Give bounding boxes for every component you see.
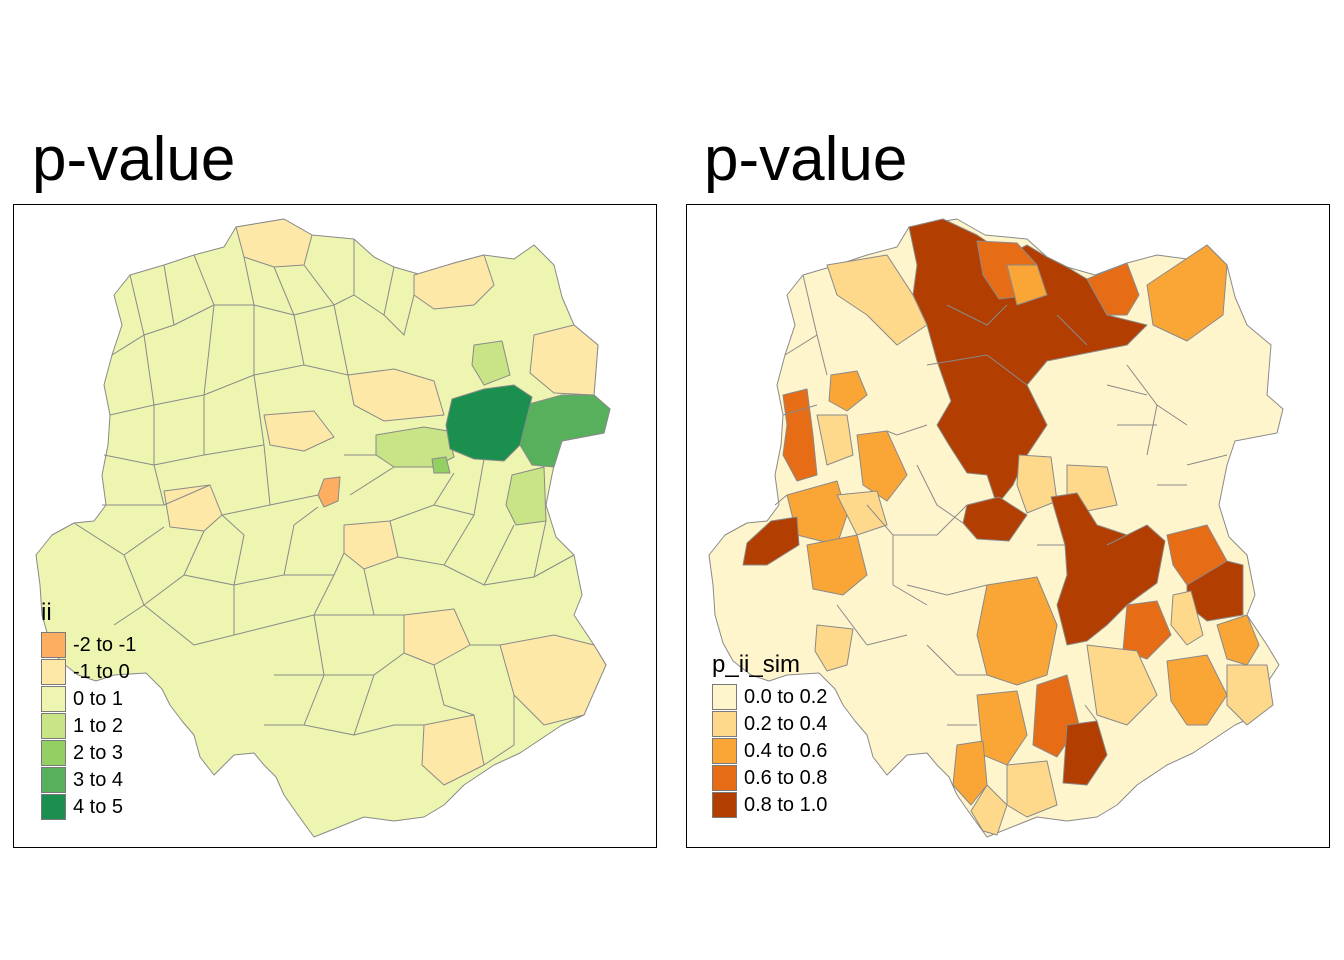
- right-map-title: p-value: [704, 125, 908, 194]
- legend-row: 2 to 3: [41, 739, 136, 766]
- district-borders: [774, 274, 1228, 726]
- region-south-cream: [403, 608, 471, 666]
- left-choropleth-map: [35, 218, 611, 838]
- region-south-mid: [976, 576, 1058, 686]
- left-map-frame: ii -2 to -1 -1 to 0 0 to 1 1 to 2 2 to 3…: [13, 204, 657, 848]
- legend-row: 0 to 1: [41, 685, 136, 712]
- region-southeast-mid: [1166, 654, 1228, 726]
- region-northeast-orange: [1086, 262, 1140, 316]
- left-legend: ii -2 to -1 -1 to 0 0 to 1 1 to 2 2 to 3…: [41, 599, 136, 820]
- region-north-pale: [826, 254, 928, 346]
- legend-swatch: [41, 658, 66, 685]
- legend-row: 0.2 to 0.4: [712, 710, 827, 737]
- legend-label: 0.4 to 0.6: [744, 739, 828, 762]
- region-hotspot-light-3: [505, 466, 547, 526]
- region-coldspot: [317, 476, 341, 508]
- right-legend-title: p_ii_sim: [712, 651, 801, 678]
- legend-swatch: [41, 739, 66, 766]
- left-legend-title: ii: [41, 599, 52, 626]
- region-east-pale: [1170, 590, 1204, 646]
- region-west-mid: [828, 370, 868, 412]
- legend-label: -2 to -1: [73, 633, 137, 656]
- legend-row: 3 to 4: [41, 766, 136, 793]
- legend-row: 0.6 to 0.8: [712, 764, 827, 791]
- region-southeast-cream: [499, 634, 607, 726]
- legend-swatch: [41, 766, 66, 793]
- legend-label: 0.8 to 1.0: [744, 793, 828, 816]
- region-hotspot-strong: [517, 394, 611, 468]
- region-far-west-dark: [742, 516, 800, 566]
- district-borders: [73, 239, 575, 766]
- region-west-pale: [816, 414, 854, 466]
- region-west-cream: [163, 484, 223, 532]
- region-southwest-pale: [836, 490, 888, 536]
- legend-label: -1 to 0: [73, 660, 130, 683]
- region-southwest-mid-2: [952, 740, 988, 806]
- province-outline: [35, 218, 611, 838]
- legend-row: 0.0 to 0.2: [712, 683, 827, 710]
- legend-label: 3 to 4: [73, 768, 124, 791]
- legend-label: 0.6 to 0.8: [744, 766, 828, 789]
- region-southwest-mid: [806, 534, 868, 596]
- region-hotspot-light-2: [471, 340, 511, 386]
- legend-swatch: [712, 737, 737, 764]
- region-hotspot-core: [445, 384, 533, 462]
- legend-swatch: [712, 683, 737, 710]
- legend-row: -1 to 0: [41, 658, 136, 685]
- legend-label: 4 to 5: [73, 795, 124, 818]
- legend-label: 0 to 1: [73, 687, 124, 710]
- right-legend: p_ii_sim 0.0 to 0.2 0.2 to 0.4 0.4 to 0.…: [712, 651, 827, 818]
- legend-swatch: [41, 712, 66, 739]
- legend-row: 1 to 2: [41, 712, 136, 739]
- legend-swatch: [41, 631, 66, 658]
- legend-label: 2 to 3: [73, 741, 124, 764]
- legend-row: -2 to -1: [41, 631, 136, 658]
- region-south-dark: [1062, 720, 1108, 786]
- region-west-mid-2: [856, 430, 908, 502]
- region-south-cream-2: [421, 714, 485, 786]
- region-south-pale: [1086, 644, 1158, 726]
- legend-label: 0.0 to 0.2: [744, 685, 828, 708]
- region-southwest-pale-2: [814, 624, 854, 672]
- legend-swatch: [712, 710, 737, 737]
- region-midwest-cream: [263, 410, 335, 452]
- legend-row: 4 to 5: [41, 793, 136, 820]
- legend-swatch: [41, 793, 66, 820]
- legend-row: 0.8 to 1.0: [712, 791, 827, 818]
- legend-swatch: [712, 791, 737, 818]
- region-north-dark: [908, 218, 1148, 506]
- region-center-pale: [1016, 454, 1058, 514]
- region-southeast-pale: [1226, 664, 1274, 726]
- right-map-frame: p_ii_sim 0.0 to 0.2 0.2 to 0.4 0.4 to 0.…: [686, 204, 1330, 848]
- legend-row: 0.4 to 0.6: [712, 737, 827, 764]
- region-south-pale-3: [970, 784, 1008, 836]
- legend-label: 1 to 2: [73, 714, 124, 737]
- region-center-cream: [343, 520, 399, 570]
- region-hotspot-mid: [431, 456, 451, 474]
- region-northeast-cream: [413, 254, 495, 310]
- region-north-mid: [1006, 264, 1048, 306]
- right-choropleth-map: [708, 218, 1284, 838]
- legend-swatch: [41, 685, 66, 712]
- legend-label: 0.2 to 0.4: [744, 712, 828, 735]
- left-map-title: p-value: [32, 125, 236, 194]
- region-northeast-mid: [1146, 244, 1228, 342]
- region-east-mid: [1216, 614, 1260, 666]
- legend-swatch: [712, 764, 737, 791]
- region-east-orange-2: [1122, 600, 1172, 660]
- region-south-pale-2: [1006, 760, 1058, 818]
- region-central-cream: [347, 368, 445, 422]
